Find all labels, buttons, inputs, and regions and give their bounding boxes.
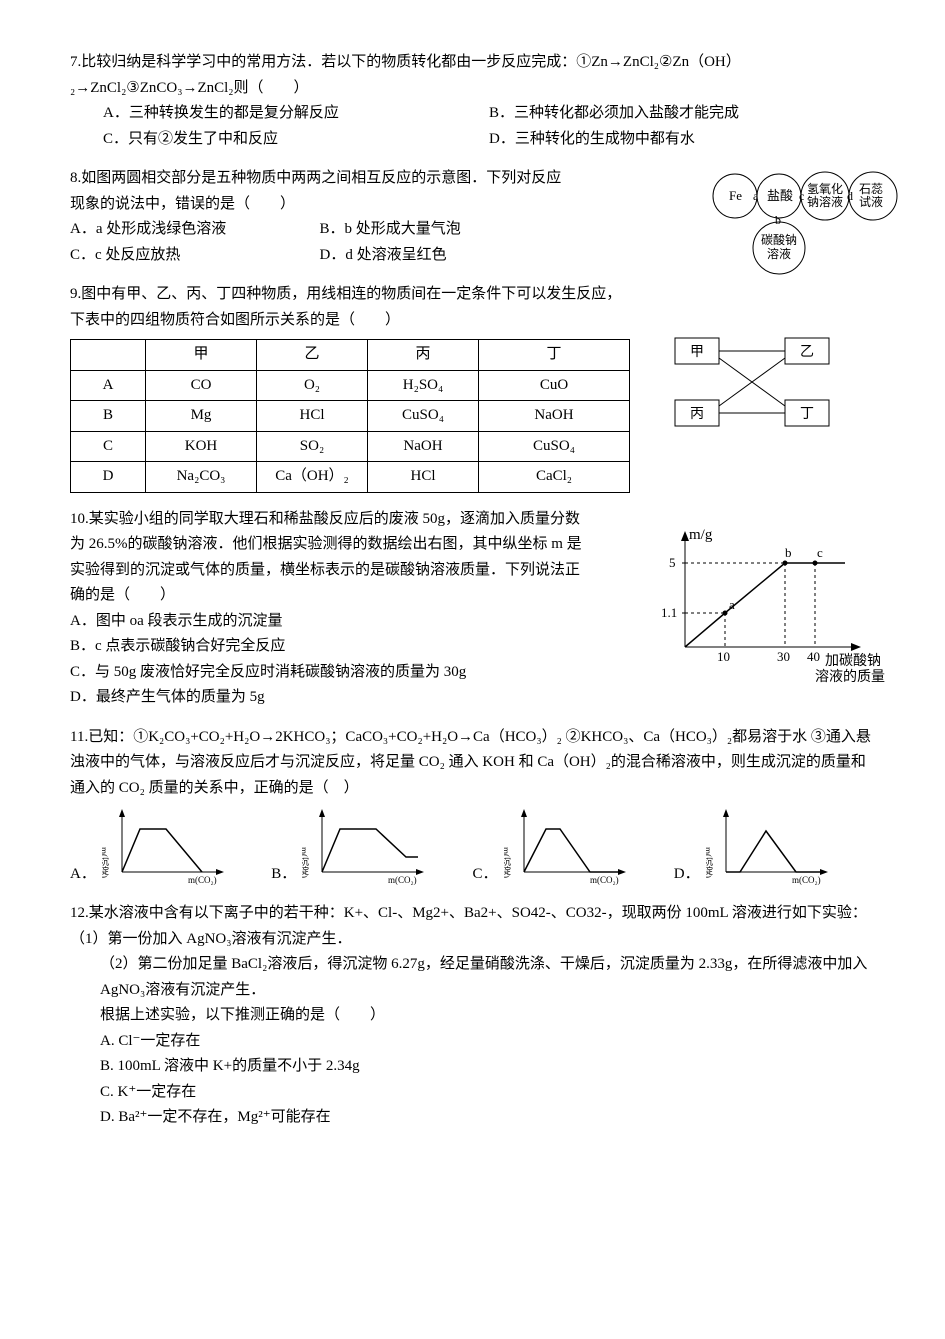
q7-opt-a: A．三种转换发生的都是复分解反应 bbox=[103, 101, 489, 127]
q8-label-na2co3-1: 碳酸钠 bbox=[761, 232, 797, 247]
q9-box-bing: 丙 bbox=[690, 407, 704, 422]
q8-opt-b: B．b 处形成大量气泡 bbox=[320, 217, 570, 243]
q8-options: A．a 处形成浅绿色溶液 B．b 处形成大量气泡 C．c 处反应放热 D．d 处… bbox=[70, 217, 569, 268]
q8-label-na2co3-2: 溶液 bbox=[767, 246, 791, 261]
th-bing: 丙 bbox=[368, 340, 479, 371]
q10-opt-d: D．最终产生气体的质量为 5g bbox=[70, 685, 585, 711]
q7-opt-b: B．三种转化都必须加入盐酸才能完成 bbox=[489, 101, 875, 127]
q8-label-naoh2: 钠溶液 bbox=[807, 194, 843, 209]
svg-text:m(沉淀): m(沉淀) bbox=[706, 847, 713, 878]
svg-text:m(CO₂): m(CO₂) bbox=[792, 875, 821, 885]
q8-letter-b: b bbox=[775, 213, 781, 227]
question-9: 9.图中有甲、乙、丙、丁四种物质，用线相连的物质间在一定条件下可以发生反应，下表… bbox=[70, 282, 875, 493]
q12-opt-a: A. Cl⁻一定存在 bbox=[100, 1029, 875, 1055]
q9-box-yi: 乙 bbox=[800, 344, 814, 360]
q10-xtick-30: 30 bbox=[777, 649, 790, 664]
q8-label-fe: Fe bbox=[729, 188, 742, 203]
svg-text:m(沉淀): m(沉淀) bbox=[504, 847, 511, 878]
q11-label-c: C． bbox=[473, 862, 498, 888]
q10-chart: m/g 5 1.1 10 30 40 a b c 加碳 bbox=[655, 517, 885, 697]
svg-text:m(沉淀): m(沉淀) bbox=[102, 847, 109, 878]
q7-stem: 7.比较归纳是科学学习中的常用方法．若以下的物质转化都由一步反应完成：①Zn→Z… bbox=[70, 50, 875, 101]
q9-stem: 9.图中有甲、乙、丙、丁四种物质，用线相连的物质间在一定条件下可以发生反应，下表… bbox=[70, 282, 634, 333]
q12-line2: （2）第二份加足量 BaCl₂溶液后，得沉淀物 6.27g，经足量硝酸洗涤、干燥… bbox=[100, 952, 875, 1003]
q7-opt-c: C．只有②发生了中和反应 bbox=[103, 127, 489, 153]
q10-pt-b: b bbox=[785, 545, 792, 560]
q11-chart-b: m(沉淀) m(CO₂) bbox=[302, 807, 432, 887]
table-row: CKOHSO₂NaOHCuSO₄ bbox=[71, 431, 630, 462]
q8-label-litmus1: 石蕊 bbox=[859, 182, 883, 196]
q10-opt-c: C．与 50g 废液恰好完全反应时消耗碳酸钠溶液的质量为 30g bbox=[70, 660, 585, 686]
q7-options: A．三种转换发生的都是复分解反应 B．三种转化都必须加入盐酸才能完成 C．只有②… bbox=[103, 101, 875, 152]
q11-label-d: D． bbox=[674, 862, 700, 888]
q9-table: 甲 乙 丙 丁 ACOO₂H₂SO₄CuO BMgHClCuSO₄NaOH CK… bbox=[70, 339, 630, 493]
q8-label-litmus2: 试液 bbox=[859, 194, 883, 209]
q10-xtick-10: 10 bbox=[717, 649, 730, 664]
q7-opt-d: D．三种转化的生成物中都有水 bbox=[489, 127, 875, 153]
q10-ytick-1p1: 1.1 bbox=[661, 605, 677, 620]
table-header-row: 甲 乙 丙 丁 bbox=[71, 340, 630, 371]
question-7: 7.比较归纳是科学学习中的常用方法．若以下的物质转化都由一步反应完成：①Zn→Z… bbox=[70, 50, 875, 152]
q12-opt-c: C. K⁺一定存在 bbox=[100, 1080, 875, 1106]
q8-diagram: Fe 盐酸 氢氧化 钠溶液 石蕊 试液 碳酸钠 溶液 a c d b bbox=[705, 166, 905, 296]
table-row: DNa₂CO₃Ca（OH）₂HClCaCl₂ bbox=[71, 462, 630, 493]
q10-xtick-40: 40 bbox=[807, 649, 820, 664]
question-11: 11.已知：①K₂CO₃+CO₂+H₂O→2KHCO₃；CaCO₃+CO₂+H₂… bbox=[70, 725, 875, 888]
q10-ytick-5: 5 bbox=[669, 555, 676, 570]
q8-letter-d: d bbox=[847, 189, 853, 203]
question-8: 8.如图两圆相交部分是五种物质中两两之间相互反应的示意图．下列对反应现象的说法中… bbox=[70, 166, 875, 268]
q12-line3: 根据上述实验，以下推测正确的是（ ） bbox=[100, 1003, 875, 1029]
table-row: BMgHClCuSO₄NaOH bbox=[71, 401, 630, 432]
q9-box-jia: 甲 bbox=[690, 345, 704, 360]
q10-opt-b: B．c 点表示碳酸钠合好完全反应 bbox=[70, 634, 585, 660]
table-row: ACOO₂H₂SO₄CuO bbox=[71, 370, 630, 401]
q12-opt-d: D. Ba²⁺一定不存在，Mg²⁺可能存在 bbox=[100, 1105, 875, 1131]
q8-letter-a: a bbox=[753, 189, 759, 203]
question-12: 12.某水溶液中含有以下离子中的若干种：K+、Cl-、Mg2+、Ba2+、SO4… bbox=[70, 901, 875, 1131]
q10-xlabel1: 加碳酸钠 bbox=[825, 653, 881, 669]
svg-text:m(沉淀): m(沉淀) bbox=[302, 847, 309, 878]
q11-chart-d: m(沉淀) m(CO₂) bbox=[706, 807, 836, 887]
q10-pt-a: a bbox=[729, 597, 735, 612]
q10-opt-a: A．图中 oa 段表示生成的沉淀量 bbox=[70, 609, 585, 635]
svg-text:m(CO₂): m(CO₂) bbox=[388, 875, 417, 885]
q8-opt-a: A．a 处形成浅绿色溶液 bbox=[70, 217, 320, 243]
svg-text:m(CO₂): m(CO₂) bbox=[188, 875, 217, 885]
th-blank bbox=[71, 340, 146, 371]
q11-label-b: B． bbox=[271, 862, 296, 888]
q8-label-naoh1: 氢氧化 bbox=[807, 181, 843, 196]
q11-figures: A． m(沉淀) m(CO₂) B． m(沉淀) m(CO₂) bbox=[70, 807, 875, 887]
q8-stem: 8.如图两圆相交部分是五种物质中两两之间相互反应的示意图．下列对反应现象的说法中… bbox=[70, 166, 569, 217]
question-10: 10.某实验小组的同学取大理石和稀盐酸反应后的废液 50g，逐滴加入质量分数为 … bbox=[70, 507, 875, 711]
th-jia: 甲 bbox=[146, 340, 257, 371]
q9-box-ding: 丁 bbox=[800, 407, 814, 422]
q8-label-hcl: 盐酸 bbox=[767, 188, 793, 203]
q11-label-a: A． bbox=[70, 862, 96, 888]
q10-pt-c: c bbox=[817, 545, 823, 560]
q11-chart-a: m(沉淀) m(CO₂) bbox=[102, 807, 232, 887]
svg-text:m(CO₂): m(CO₂) bbox=[590, 875, 619, 885]
q11-chart-c: m(沉淀) m(CO₂) bbox=[504, 807, 634, 887]
q10-ylabel: m/g bbox=[689, 527, 713, 543]
th-ding: 丁 bbox=[479, 340, 630, 371]
q9-diagram: 甲 乙 丙 丁 bbox=[665, 328, 845, 448]
q11-stem: 11.已知：①K₂CO₃+CO₂+H₂O→2KHCO₃；CaCO₃+CO₂+H₂… bbox=[70, 725, 875, 802]
q12-stem: 12.某水溶液中含有以下离子中的若干种：K+、Cl-、Mg2+、Ba2+、SO4… bbox=[70, 901, 875, 952]
th-yi: 乙 bbox=[257, 340, 368, 371]
q8-opt-d: D．d 处溶液呈红色 bbox=[320, 243, 570, 269]
q12-opt-b: B. 100mL 溶液中 K+的质量不小于 2.34g bbox=[100, 1054, 875, 1080]
q10-xlabel2: 溶液的质量 bbox=[815, 669, 885, 685]
q10-stem: 10.某实验小组的同学取大理石和稀盐酸反应后的废液 50g，逐滴加入质量分数为 … bbox=[70, 507, 585, 609]
q8-letter-c: c bbox=[799, 189, 804, 203]
q8-opt-c: C．c 处反应放热 bbox=[70, 243, 320, 269]
